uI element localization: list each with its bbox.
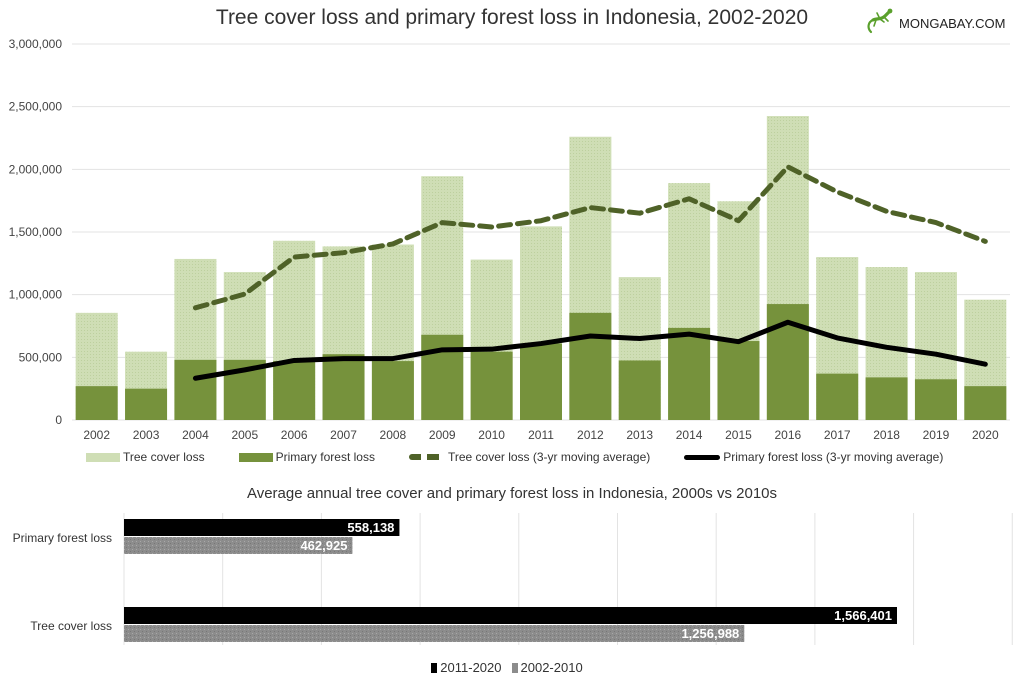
- legend-swatch-icon: [238, 452, 273, 462]
- legend-line-icon: [684, 454, 721, 460]
- x-tick-label: 2017: [824, 428, 851, 442]
- x-tick-label: 2015: [725, 428, 752, 442]
- sub-legend: 2011-2020 2002-2010: [0, 660, 1024, 675]
- bar-2002-2010: [124, 625, 745, 642]
- y-tick-label: 2,000,000: [9, 162, 63, 176]
- primary-forest-bar: [322, 354, 365, 420]
- bar-2011-2020: [124, 519, 400, 536]
- y-axis-labels: 0 500,000 1,000,000 1,500,000 2,000,000 2,500…: [9, 37, 63, 427]
- x-tick-label: 2007: [330, 428, 357, 442]
- chart-title: Tree cover loss and primary forest loss …: [215, 6, 809, 29]
- primary-forest-bar: [914, 379, 957, 420]
- bar-series: [75, 116, 1007, 421]
- primary-forest-bar: [520, 343, 562, 420]
- primary-forest-bar: [273, 361, 316, 420]
- primary-forest-bar: [816, 373, 859, 420]
- legend-label: Primary forest loss (3-yr moving average…: [723, 450, 944, 464]
- legend-line-icon: [408, 454, 445, 460]
- main-legend: Tree cover loss Primary forest loss Tree c…: [86, 450, 977, 464]
- bar-2002-2010: [124, 537, 353, 554]
- legend-item: Tree cover loss (3-yr moving average): [408, 450, 651, 464]
- legend-swatch-icon: [511, 662, 518, 673]
- x-tick-label: 2011: [528, 428, 554, 442]
- legend-label: Tree cover loss: [123, 450, 205, 464]
- primary-forest-bar: [964, 386, 1007, 420]
- y-tick-label: 1,000,000: [9, 288, 63, 302]
- primary-forest-bar: [125, 388, 168, 420]
- y-tick-label: 0: [55, 413, 62, 427]
- y-tick-label: 1,500,000: [9, 225, 63, 239]
- legend-item: Tree cover loss: [86, 450, 205, 464]
- gecko-icon: [867, 8, 893, 34]
- y-tick-label: 500,000: [19, 350, 63, 364]
- x-tick-label: 2003: [133, 428, 160, 442]
- primary-forest-bar: [865, 377, 908, 420]
- bar-value-label: 1,256,988: [681, 626, 739, 641]
- legend-label: Tree cover loss (3-yr moving average): [447, 450, 651, 464]
- x-axis-labels: 2002 2003 2004 2005 2006 2007 2008 2009 2010 2011…: [83, 428, 999, 442]
- legend-swatch-icon: [431, 662, 438, 673]
- primary-forest-bar: [470, 351, 513, 420]
- legend-label: 2002-2010: [520, 660, 583, 675]
- x-tick-label: 2013: [626, 428, 653, 442]
- x-tick-label: 2009: [429, 428, 456, 442]
- category-label: Tree cover loss: [30, 619, 112, 633]
- subchart-title: Average annual tree cover and primary fo…: [246, 485, 778, 502]
- legend-label: Primary forest loss: [275, 450, 375, 464]
- y-tick-label: 2,500,000: [9, 100, 63, 114]
- legend-item: Primary forest loss (3-yr moving average…: [684, 450, 943, 464]
- x-tick-label: 2005: [231, 428, 258, 442]
- moving-average-lines: [192, 164, 988, 381]
- logo-text: MONGABAY.COM: [899, 15, 1006, 31]
- category-label: Primary forest loss: [13, 531, 112, 545]
- x-tick-label: 2014: [676, 428, 703, 442]
- mongabay-logo: MONGABAY.COM: [865, 8, 1005, 38]
- tree-cover-moving-average-line: [192, 164, 988, 311]
- legend-item: 2002-2010: [511, 660, 583, 675]
- x-tick-label: 2018: [873, 428, 900, 442]
- primary-forest-moving-average-line: [192, 319, 988, 381]
- legend-swatch-icon: [86, 452, 120, 462]
- x-tick-label: 2010: [478, 428, 505, 442]
- legend-item: 2011-2020: [431, 660, 502, 675]
- primary-forest-bar: [668, 327, 711, 420]
- x-tick-label: 2012: [577, 428, 604, 442]
- primary-forest-bar: [618, 360, 661, 420]
- primary-forest-bar: [174, 359, 217, 420]
- x-tick-label: 2006: [281, 428, 308, 442]
- x-tick-label: 2019: [923, 428, 950, 442]
- legend-item: Primary forest loss: [238, 450, 375, 464]
- legend-label: 2011-2020: [440, 660, 502, 675]
- x-tick-label: 2004: [182, 428, 209, 442]
- bar-value-label: 462,925: [300, 538, 347, 553]
- x-tick-label: 2002: [83, 428, 110, 442]
- bar-value-label: 1,566,401: [834, 608, 892, 623]
- y-tick-label: 3,000,000: [9, 37, 63, 51]
- x-tick-label: 2020: [972, 428, 999, 442]
- primary-forest-bar: [371, 361, 414, 420]
- bar-2011-2020: [124, 607, 897, 624]
- primary-forest-bar: [75, 386, 118, 420]
- main-chart: 0 500,000 1,000,000 1,500,000 2,000,000 2,500…: [9, 37, 1010, 442]
- x-tick-label: 2016: [774, 428, 801, 442]
- x-tick-label: 2008: [380, 428, 407, 442]
- bar-value-label: 558,138: [347, 520, 394, 535]
- primary-forest-bar: [717, 341, 760, 420]
- primary-forest-bar: [569, 312, 612, 420]
